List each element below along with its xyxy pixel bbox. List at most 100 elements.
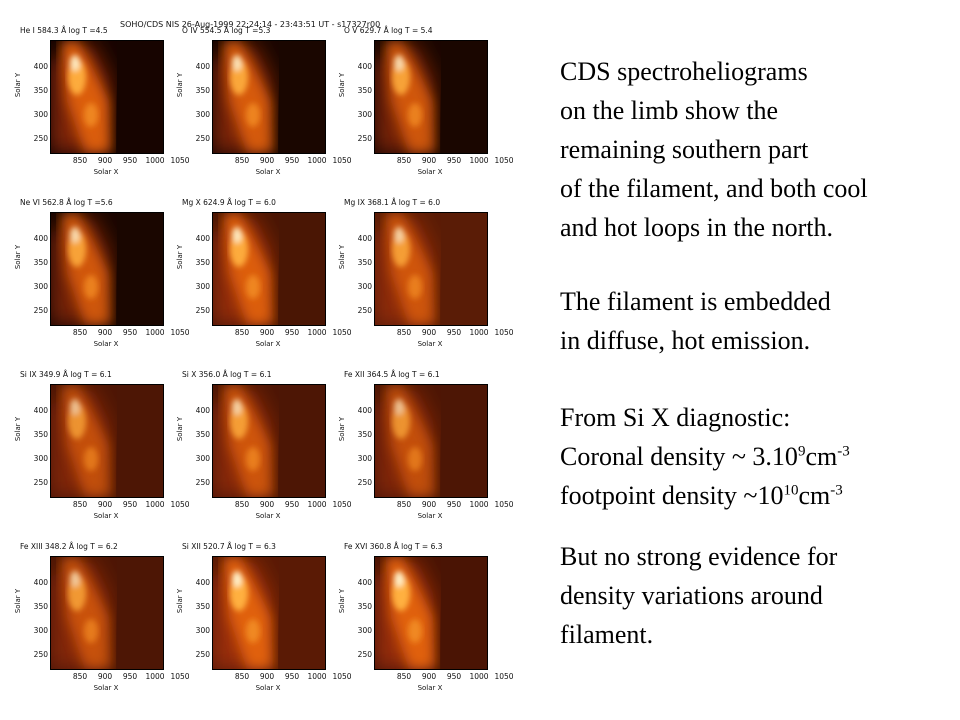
x-tick-label: 1050 xyxy=(332,328,352,337)
emission-image xyxy=(212,384,326,498)
panel-title: He I 584.3 Å log T =4.5 xyxy=(20,26,108,35)
spectroheliogram-panel: Si IX 349.9 Å log T = 6.1 Solar Y 400 350 30… xyxy=(14,370,190,542)
y-tick-label: 400 xyxy=(195,234,210,243)
x-tick-label: 850 xyxy=(234,500,250,509)
emission-image xyxy=(212,212,326,326)
y-tick-label: 300 xyxy=(33,454,48,463)
x-axis-label: Solar X xyxy=(255,168,281,176)
panel-title: O V 629.7 Å log T = 5.4 xyxy=(344,26,433,35)
panel-title: Mg X 624.9 Å log T = 6.0 xyxy=(182,198,276,207)
y-axis-label: Solar Y xyxy=(14,588,22,614)
x-tick-label: 1000 xyxy=(145,500,165,509)
x-tick-label: 1000 xyxy=(469,156,489,165)
text-line: density variations around xyxy=(560,581,823,610)
y-axis-label: Solar Y xyxy=(176,72,184,98)
x-tick-label: 1050 xyxy=(170,672,190,681)
emission-image xyxy=(374,212,488,326)
y-tick-label: 250 xyxy=(33,650,48,659)
y-tick-label: 400 xyxy=(357,578,372,587)
y-tick-label: 300 xyxy=(33,110,48,119)
spectroheliogram-panel: Fe XIII 348.2 Å log T = 6.2 Solar Y 400 350… xyxy=(14,542,190,714)
y-tick-label: 300 xyxy=(195,110,210,119)
x-tick-label: 850 xyxy=(72,672,88,681)
figure-header: SOHO/CDS NIS 26-Aug-1999 22:24:14 - 23:4… xyxy=(120,20,381,29)
x-tick-label: 1000 xyxy=(307,156,327,165)
x-tick-label: 950 xyxy=(446,156,462,165)
x-tick-label: 1000 xyxy=(145,672,165,681)
x-tick-label: 1050 xyxy=(170,500,190,509)
text-line: in diffuse, hot emission. xyxy=(560,326,811,355)
y-tick-label: 350 xyxy=(357,430,372,439)
y-tick-label: 300 xyxy=(195,282,210,291)
y-tick-label: 250 xyxy=(33,478,48,487)
y-tick-label: 350 xyxy=(33,430,48,439)
text-line: filament. xyxy=(560,620,654,649)
x-tick-label: 900 xyxy=(97,672,113,681)
x-tick-label: 950 xyxy=(446,672,462,681)
y-tick-label: 250 xyxy=(195,650,210,659)
x-tick-label: 1050 xyxy=(170,156,190,165)
y-tick-label: 300 xyxy=(33,626,48,635)
x-axis-label: Solar X xyxy=(255,340,281,348)
y-tick-label: 250 xyxy=(195,306,210,315)
x-tick-label: 900 xyxy=(421,500,437,509)
y-tick-label: 350 xyxy=(195,258,210,267)
emission-image xyxy=(374,384,488,498)
y-tick-label: 400 xyxy=(195,406,210,415)
y-axis-label: Solar Y xyxy=(176,588,184,614)
y-tick-label: 300 xyxy=(357,626,372,635)
y-tick-label: 300 xyxy=(33,282,48,291)
x-tick-label: 850 xyxy=(234,672,250,681)
y-tick-label: 250 xyxy=(195,478,210,487)
x-axis-label: Solar X xyxy=(93,340,119,348)
coronal-density-line: Coronal density ~ 3.109cm-3 xyxy=(560,437,955,476)
text-line: and hot loops in the north. xyxy=(560,213,833,242)
x-tick-label: 950 xyxy=(122,156,138,165)
x-tick-label: 850 xyxy=(396,156,412,165)
x-tick-label: 850 xyxy=(72,156,88,165)
y-tick-label: 350 xyxy=(357,258,372,267)
y-tick-label: 400 xyxy=(33,406,48,415)
text-line: on the limb show the xyxy=(560,96,779,125)
x-axis-label: Solar X xyxy=(255,512,281,520)
y-tick-label: 350 xyxy=(195,602,210,611)
x-tick-label: 1050 xyxy=(332,156,352,165)
x-tick-label: 1000 xyxy=(307,672,327,681)
x-tick-label: 1050 xyxy=(332,672,352,681)
x-tick-label: 850 xyxy=(234,156,250,165)
y-tick-label: 400 xyxy=(357,234,372,243)
footpoint-density-unit: cm xyxy=(798,481,831,510)
panel-title: Ne VI 562.8 Å log T =5.6 xyxy=(20,198,113,207)
emission-image xyxy=(50,212,164,326)
spectroheliogram-panel: Ne VI 562.8 Å log T =5.6 Solar Y 400 350 300… xyxy=(14,198,190,370)
x-axis-label: Solar X xyxy=(417,168,443,176)
x-tick-label: 850 xyxy=(72,500,88,509)
y-tick-label: 300 xyxy=(357,282,372,291)
y-tick-label: 400 xyxy=(357,62,372,71)
x-tick-label: 850 xyxy=(72,328,88,337)
x-tick-label: 900 xyxy=(259,500,275,509)
x-tick-label: 850 xyxy=(396,328,412,337)
spectroheliogram-panel: Fe XII 364.5 Å log T = 6.1 Solar Y 400 350 3… xyxy=(338,370,514,542)
x-axis-label: Solar X xyxy=(93,168,119,176)
y-tick-label: 300 xyxy=(357,454,372,463)
x-tick-label: 900 xyxy=(259,672,275,681)
coronal-density-exponent: 9 xyxy=(797,443,806,460)
x-tick-label: 1050 xyxy=(494,328,514,337)
y-axis-label: Solar Y xyxy=(338,416,346,442)
text-line: of the filament, and both cool xyxy=(560,174,868,203)
x-tick-label: 850 xyxy=(234,328,250,337)
y-tick-label: 400 xyxy=(357,406,372,415)
x-tick-label: 950 xyxy=(122,500,138,509)
text-line: CDS spectroheliograms xyxy=(560,57,808,86)
x-tick-label: 1000 xyxy=(469,328,489,337)
y-tick-label: 300 xyxy=(195,454,210,463)
y-axis-label: Solar Y xyxy=(14,244,22,270)
x-tick-label: 850 xyxy=(396,500,412,509)
spectroheliogram-panel: Si XII 520.7 Å log T = 6.3 Solar Y 400 350 3… xyxy=(176,542,352,714)
coronal-density-text: Coronal density ~ 3.10 xyxy=(560,442,798,471)
panel-title: Si XII 520.7 Å log T = 6.3 xyxy=(182,542,276,551)
emission-image xyxy=(50,384,164,498)
x-tick-label: 1050 xyxy=(170,328,190,337)
spectroheliogram-panel: Mg IX 368.1 Å log T = 6.0 Solar Y 400 350 30… xyxy=(338,198,514,370)
